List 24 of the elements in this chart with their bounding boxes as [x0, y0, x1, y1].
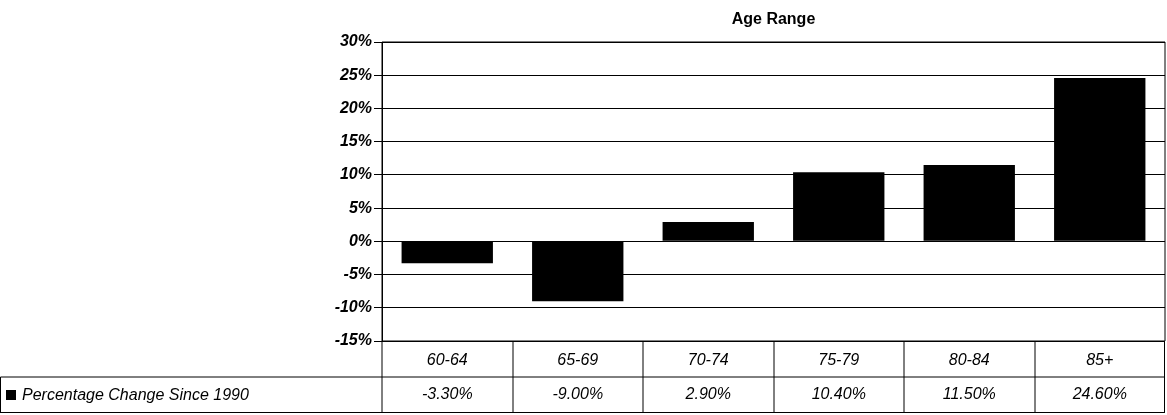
x-tick-label: 60-64 [426, 351, 468, 369]
y-tick-label: 30% [339, 32, 372, 50]
legend-label: Percentage Change Since 1990 [22, 386, 249, 404]
chart-title: Age Range [731, 10, 816, 28]
y-tick-label: 20% [338, 98, 372, 116]
data-label: 2.90% [684, 385, 731, 403]
x-tick-label: 65-69 [557, 351, 599, 369]
x-tick-label: 75-79 [818, 351, 860, 369]
data-label: 10.40% [811, 385, 866, 403]
y-tick-label: 10% [339, 165, 372, 183]
y-tick-label: -10% [334, 298, 372, 316]
y-tick-label: 0% [348, 231, 372, 249]
y-tick-label: -15% [334, 331, 372, 349]
y-tick-label: 15% [339, 132, 372, 150]
x-tick-label: 80-84 [948, 351, 990, 369]
data-label: -9.00% [552, 385, 604, 403]
data-label: 24.60% [1071, 385, 1127, 403]
y-tick-label: 25% [338, 65, 372, 83]
x-tick-label: 70-74 [687, 351, 729, 369]
y-tick-label: -5% [343, 264, 372, 282]
x-tick-label: 85+ [1086, 351, 1114, 369]
y-tick-label: 5% [348, 198, 372, 216]
data-label: 11.50% [942, 385, 996, 403]
data-label: -3.30% [421, 385, 473, 403]
